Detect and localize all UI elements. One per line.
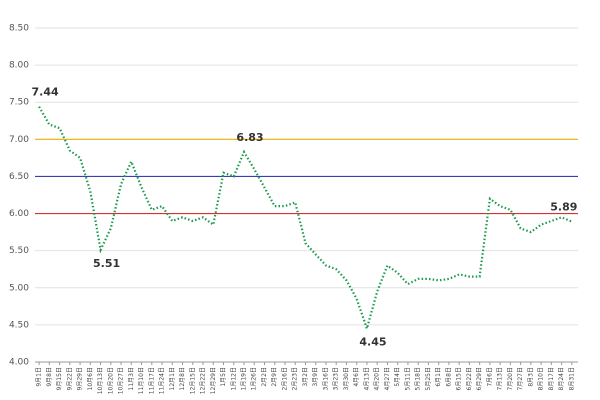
x-tick-label: 10月20日 [107,367,114,394]
y-tick-label: 7.00 [9,135,29,145]
x-tick-label: 6月1日 [435,367,442,387]
x-tick-label: 12月1日 [169,367,176,390]
x-tick-label: 9月1日 [36,367,43,387]
x-tick-label: 9月8日 [46,367,53,387]
x-tick-label: 10月13日 [97,367,104,394]
x-tick-label: 4月20日 [374,367,381,390]
x-tick-label: 12月22日 [200,367,207,394]
y-tick-label: 8.50 [9,24,29,34]
x-tick-label: 11月17日 [148,367,155,394]
y-tick-label: 5.00 [9,283,29,293]
x-tick-label: 6月8日 [445,367,452,387]
x-tick-label: 4月13日 [363,367,370,390]
x-tick-label: 2月2日 [261,367,268,387]
x-tick-label: 12月15日 [189,367,196,394]
x-tick-label: 4月27日 [384,367,391,390]
data-label: 7.44 [32,86,59,99]
y-tick-label: 4.00 [9,358,29,368]
x-tick-label: 8月17日 [548,367,555,390]
x-tick-label: 10月6日 [87,367,94,390]
x-tick-label: 4月6日 [353,367,360,387]
x-tick-label: 9月15日 [56,367,63,390]
x-tick-label: 5月4日 [394,367,401,387]
x-tick-label: 3月23日 [333,367,340,390]
y-tick-label: 8.00 [9,61,29,71]
x-tick-label: 7月6日 [486,367,493,387]
y-tick-label: 7.50 [9,98,29,108]
y-tick-label: 6.00 [9,209,29,219]
data-label: 5.51 [93,257,120,270]
x-tick-label: 6月15日 [456,367,463,390]
x-tick-label: 7月27日 [517,367,524,390]
x-tick-label: 8月24日 [558,367,565,390]
x-tick-label: 2月16日 [281,367,288,390]
x-tick-label: 6月29日 [476,367,483,390]
x-tick-label: 10月27日 [118,367,125,394]
x-tick-label: 8月10日 [538,367,545,390]
x-tick-label: 9月22日 [66,367,73,390]
x-tick-label: 5月11日 [404,367,411,390]
y-tick-label: 6.50 [9,172,29,182]
x-tick-label: 12月8日 [179,367,186,390]
data-line [38,106,573,333]
x-tick-label: 1月5日 [220,367,227,387]
x-tick-label: 5月25日 [425,367,432,390]
x-tick-label: 9月29日 [77,367,84,390]
data-label: 6.83 [236,131,263,144]
x-tick-label: 7月13日 [497,367,504,390]
x-tick-label: 1月26日 [251,367,258,390]
x-tick-label: 11月3日 [128,367,135,390]
x-tick-label: 2月23日 [292,367,299,390]
x-tick-label: 3月2日 [302,367,309,387]
y-tick-label: 4.50 [9,320,29,330]
x-tick-label: 2月9日 [271,367,278,387]
y-tick-label: 5.50 [9,246,29,256]
x-tick-label: 3月16日 [322,367,329,390]
x-tick-label: 3月9日 [312,367,319,387]
x-tick-label: 7月20日 [507,367,514,390]
x-tick-label: 6月22日 [466,367,473,390]
x-tick-label: 3月30日 [343,367,350,390]
x-tick-label: 1月12日 [230,367,237,390]
x-tick-label: 11月10日 [138,367,145,394]
x-tick-label: 1月19日 [241,367,248,390]
data-label: 4.45 [359,336,386,349]
x-tick-label: 8月31日 [568,367,575,390]
x-tick-label: 5月18日 [415,367,422,390]
data-label: 5.89 [550,201,577,214]
x-tick-label: 8月3日 [527,367,534,387]
x-tick-label: 12月29日 [210,367,217,394]
x-tick-label: 11月24日 [159,367,166,394]
